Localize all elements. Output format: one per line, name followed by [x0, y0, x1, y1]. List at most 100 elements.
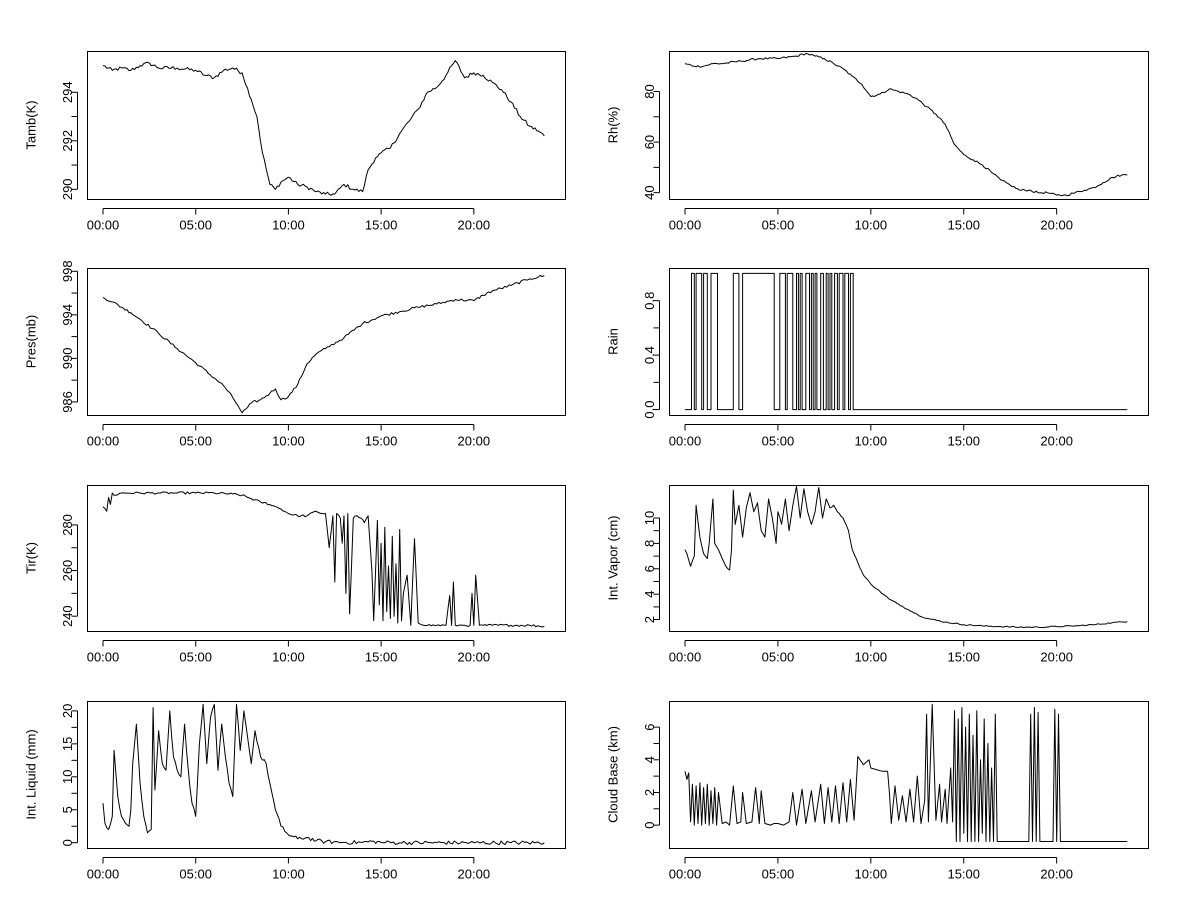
x-tick-label: 15:00: [947, 434, 980, 449]
plot-frame: [669, 485, 1149, 632]
y-tick-label: 0.4: [642, 346, 657, 364]
y-tick-label: 280: [60, 514, 75, 536]
plot-frame: [87, 701, 566, 849]
x-tick-label: 10:00: [272, 867, 305, 882]
y-tick-label: 6: [642, 565, 657, 572]
panel-8: 00:00 05:00 10:00 15:00 20:00 0 2 4 6 Cloud Base …: [606, 701, 1149, 882]
x-tick-label: 10:00: [272, 218, 305, 233]
y-axis-label: Pres(mb): [24, 315, 39, 368]
x-tick-label: 15:00: [947, 218, 980, 233]
y-tick-label: 290: [60, 178, 75, 200]
plot-frame: [87, 268, 566, 416]
x-tick-label: 15:00: [365, 434, 398, 449]
y-tick-label: 0: [60, 839, 75, 846]
y-axis-label: Tir(K): [24, 542, 39, 574]
y-tick-label: 292: [60, 130, 75, 152]
panel-3: 00:00 05:00 10:00 15:00 20:00 986 990 994 998 Pre…: [24, 260, 566, 449]
panel-1: 00:00 05:00 10:00 15:00 20:00 290 292 294 Tamb(K…: [24, 51, 566, 233]
x-tick-label: 05:00: [762, 867, 795, 882]
x-tick-label: 20:00: [458, 867, 491, 882]
y-tick-label: 994: [60, 304, 75, 326]
x-tick-label: 05:00: [179, 650, 212, 665]
x-tick-label: 05:00: [179, 867, 212, 882]
x-tick-label: 15:00: [947, 650, 980, 665]
x-tick-label: 00:00: [87, 218, 120, 233]
y-tick-label: 0.0: [642, 401, 657, 419]
y-axis-label: Int. Vapor (cm): [606, 515, 621, 600]
x-tick-label: 00:00: [669, 218, 702, 233]
series-line-1: [102, 491, 545, 628]
y-tick-label: 998: [60, 260, 75, 282]
x-tick-label: 05:00: [762, 218, 795, 233]
x-tick-label: 10:00: [272, 434, 305, 449]
y-tick-label: 5: [60, 806, 75, 813]
y-tick-label: 15: [60, 737, 75, 751]
y-tick-label: 10: [642, 511, 657, 525]
y-tick-label: 4: [642, 591, 657, 598]
y-axis-label: Rain: [606, 328, 621, 355]
y-axis-label: Cloud Base (km): [606, 726, 621, 823]
x-tick-label: 00:00: [87, 650, 120, 665]
x-tick-label: 05:00: [179, 218, 212, 233]
x-tick-label: 05:00: [762, 434, 795, 449]
x-tick-label: 15:00: [947, 867, 980, 882]
y-tick-label: 2: [642, 616, 657, 623]
series-line-1: [685, 272, 1128, 411]
panel-7: 00:00 05:00 10:00 15:00 20:00 0 5 10 15 20 Int. Li…: [24, 701, 566, 882]
x-tick-label: 05:00: [762, 650, 795, 665]
x-tick-label: 00:00: [669, 650, 702, 665]
x-tick-label: 20:00: [1040, 218, 1073, 233]
y-tick-label: 40: [642, 185, 657, 199]
y-axis-label: Rh(%): [606, 107, 621, 144]
series-line-1: [102, 60, 545, 196]
y-tick-label: 986: [60, 391, 75, 413]
panel-5: 00:00 05:00 10:00 15:00 20:00 240 260 280 Tir(K): [24, 485, 566, 665]
y-tick-label: 10: [60, 770, 75, 784]
y-tick-label: 8: [642, 540, 657, 547]
x-tick-label: 10:00: [855, 867, 888, 882]
x-tick-label: 00:00: [669, 434, 702, 449]
x-tick-label: 10:00: [855, 218, 888, 233]
y-tick-label: 260: [60, 560, 75, 582]
x-tick-label: 00:00: [87, 867, 120, 882]
plot-frame: [669, 51, 1149, 200]
plot-frame: [669, 701, 1149, 849]
y-tick-label: 294: [60, 81, 75, 103]
y-tick-label: 240: [60, 605, 75, 627]
y-axis-label: Int. Liquid (mm): [24, 729, 39, 819]
series-line-1: [102, 703, 545, 846]
y-tick-label: 60: [642, 135, 657, 149]
plot-frame: [87, 485, 566, 632]
x-tick-label: 20:00: [1040, 867, 1073, 882]
y-tick-label: 2: [642, 789, 657, 796]
panel-4: 00:00 05:00 10:00 15:00 20:00 0.0 0.4 0.8 Rain: [606, 268, 1149, 449]
x-tick-label: 15:00: [365, 218, 398, 233]
panel-6: 00:00 05:00 10:00 15:00 20:00 2 4 6 8 10 Int. Vapo…: [606, 485, 1149, 665]
x-tick-label: 10:00: [272, 650, 305, 665]
y-tick-label: 20: [60, 704, 75, 718]
series-line-1: [684, 485, 1128, 629]
y-tick-label: 4: [642, 756, 657, 763]
series-line-1: [102, 275, 545, 414]
x-tick-label: 20:00: [458, 434, 491, 449]
x-tick-label: 05:00: [179, 434, 212, 449]
plot-frame: [669, 268, 1149, 416]
x-tick-label: 00:00: [669, 867, 702, 882]
y-axis-label: Tamb(K): [24, 100, 39, 149]
x-tick-label: 00:00: [87, 434, 120, 449]
x-tick-label: 10:00: [855, 650, 888, 665]
series-line-1: [684, 703, 1128, 842]
y-tick-label: 0: [642, 822, 657, 829]
y-tick-label: 990: [60, 348, 75, 370]
x-tick-label: 20:00: [458, 650, 491, 665]
x-tick-label: 20:00: [1040, 650, 1073, 665]
x-tick-label: 10:00: [855, 434, 888, 449]
plot-frame: [87, 51, 566, 200]
y-tick-label: 0.8: [642, 292, 657, 310]
x-tick-label: 15:00: [365, 867, 398, 882]
panel-2: 00:00 05:00 10:00 15:00 20:00 40 60 80 Rh(%): [606, 51, 1149, 233]
x-tick-label: 20:00: [458, 218, 491, 233]
y-tick-label: 6: [642, 724, 657, 731]
y-tick-label: 80: [642, 84, 657, 98]
